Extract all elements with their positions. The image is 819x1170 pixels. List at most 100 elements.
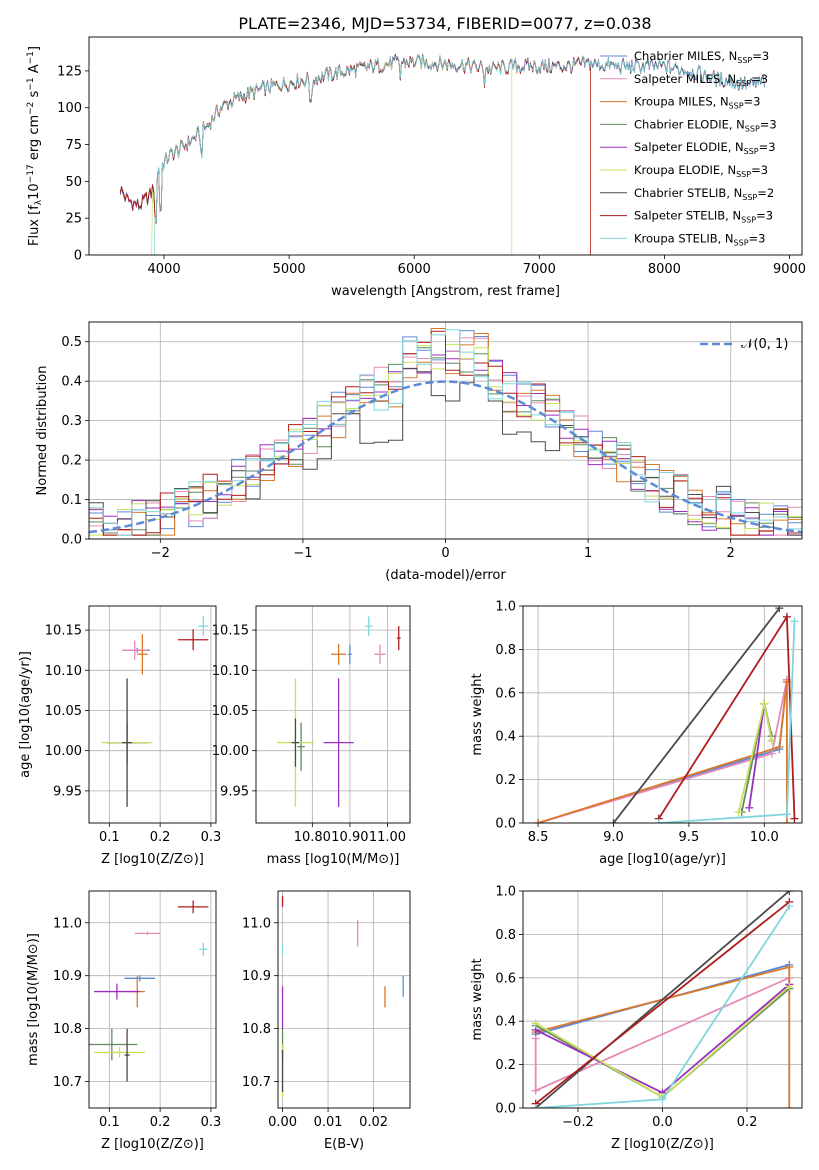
y-tick-label: 25 — [65, 212, 82, 227]
y-tick-label: 10.10 — [212, 664, 249, 679]
weights-vs-Z-panel: −0.2 0.0 0.2 0.0 0.2 0.4 0.6 0.8 1.0 Z [log10(Z/Z… — [470, 885, 803, 1152]
plot-area — [281, 896, 404, 1098]
plot-area — [531, 891, 794, 1108]
y-tick-label: 10.9 — [242, 969, 271, 984]
y-tick-label: 100 — [57, 101, 82, 116]
x-tick-label: 0.3 — [201, 1115, 222, 1130]
y-axis-label: Flux [fλ10−17 erg cm−2 s−1 A−1] — [26, 46, 44, 246]
legend-label: 𝒩(0, 1) — [741, 337, 788, 352]
x-axis-label: Z [log10(Z/Z⊙)] — [611, 1137, 714, 1152]
x-tick-label: 0.1 — [99, 1115, 120, 1130]
axes-frame — [88, 605, 217, 824]
y-tick-label: 75 — [65, 138, 82, 153]
y-tick-label: 0 — [74, 249, 82, 264]
x-axis-label: mass [log10(M/M⊙)] — [267, 852, 400, 867]
y-tick-label: 0.1 — [61, 493, 82, 508]
y-tick-label: 10.05 — [45, 704, 82, 719]
x-tick-label: 9.5 — [679, 830, 700, 845]
legend-label: Chabrier STELIB, NSSP=2 — [634, 186, 774, 202]
x-tick-label: 4000 — [148, 262, 181, 277]
x-tick-label: 0.2 — [150, 830, 171, 845]
legend-label: Kroupa ELODIE, NSSP=3 — [634, 163, 768, 179]
y-tick-label: 0.0 — [495, 1102, 516, 1117]
legend-label: Salpeter ELODIE, NSSP=3 — [634, 140, 776, 156]
plot-area — [276, 616, 401, 807]
x-tick-label: −0.2 — [562, 1115, 594, 1130]
y-tick-label: 11.0 — [242, 916, 271, 931]
spectrum-panel: 4000 5000 6000 7000 8000 9000 0 25 50 75 100 125 Cha… — [26, 36, 806, 299]
y-tick-label: 0.4 — [61, 375, 82, 390]
legend-label: Kroupa MILES, NSSP=3 — [634, 95, 760, 111]
x-tick-label: 8000 — [648, 262, 681, 277]
y-tick-label: 0.8 — [495, 928, 516, 943]
x-tick-label: 10.80 — [294, 830, 331, 845]
y-tick-label: 0.0 — [61, 533, 82, 548]
x-tick-label: 0.01 — [314, 1115, 343, 1130]
x-tick-label: 0 — [441, 546, 449, 561]
y-tick-label: 11.0 — [53, 916, 82, 931]
x-tick-label: 10.0 — [750, 830, 779, 845]
x-tick-label: 1 — [584, 546, 592, 561]
y-tick-label: 125 — [57, 64, 82, 79]
y-tick-label: 0.5 — [61, 335, 82, 350]
x-tick-label: 9000 — [773, 262, 806, 277]
y-tick-label: 0.4 — [495, 1015, 516, 1030]
weights-vs-age-panel: 8.5 9.0 9.5 10.0 0.0 0.2 0.4 0.6 0.8 1.0 age [log1… — [470, 600, 803, 867]
axes-frame — [255, 605, 411, 824]
y-axis-label: mass weight — [470, 673, 485, 755]
legend-label: Chabrier ELODIE, NSSP=3 — [634, 117, 777, 133]
x-tick-label: 9.0 — [603, 830, 624, 845]
x-tick-label: −1 — [293, 546, 312, 561]
y-tick-label: 0.2 — [495, 773, 516, 788]
y-tick-label: 10.9 — [53, 969, 82, 984]
residual-panel: −2 −1 0 1 2 0.0 0.1 0.2 0.3 0.4 0.5 𝒩(0, 1) (data-mo… — [35, 321, 803, 583]
x-axis-label: (data-model)/error — [385, 568, 506, 583]
x-axis-label: Z [log10(Z/Z⊙)] — [101, 1137, 204, 1152]
x-tick-label: 5000 — [273, 262, 306, 277]
y-tick-label: 50 — [65, 175, 82, 190]
y-tick-label: 0.6 — [495, 686, 516, 701]
x-tick-label: 0.2 — [150, 1115, 171, 1130]
axes-frame — [88, 321, 803, 540]
y-axis-label: mass [log10(M/M⊙)] — [26, 933, 41, 1066]
histogram-step — [89, 329, 802, 536]
x-tick-label: 0.02 — [359, 1115, 388, 1130]
y-axis-label: age [log10(age/yr)] — [18, 651, 33, 778]
y-tick-label: 9.95 — [53, 784, 82, 799]
y-tick-label: 0.8 — [495, 643, 516, 658]
y-tick-label: 9.95 — [220, 784, 249, 799]
y-tick-label: 10.8 — [242, 1022, 271, 1037]
plot-area — [119, 53, 765, 255]
plot-area — [89, 328, 802, 536]
y-axis-label: Normed distribution — [35, 366, 50, 496]
legend-label: Kroupa STELIB, NSSP=3 — [634, 231, 765, 247]
legend-label: Chabrier MILES, NSSP=3 — [634, 49, 769, 65]
y-tick-label: 0.6 — [495, 971, 516, 986]
x-tick-label: 0.1 — [99, 830, 120, 845]
axes-frame — [522, 605, 803, 824]
plot-area — [89, 900, 209, 1082]
age-vs-Z-panel: 0.1 0.2 0.3 9.95 10.00 10.05 10.10 10.15 Z [log1… — [18, 605, 222, 867]
gaussian-curve — [89, 380, 802, 534]
mass-vs-ebv-panel: 0.00 0.01 0.02 10.7 10.8 10.9 11.0 E(B-V) — [242, 890, 411, 1152]
plot-area — [101, 616, 209, 807]
axes-frame — [88, 36, 803, 256]
weight-line — [658, 621, 796, 823]
legend-label: Salpeter STELIB, NSSP=3 — [634, 209, 773, 225]
x-tick-label: 0.3 — [201, 830, 222, 845]
y-tick-label: 0.2 — [61, 454, 82, 469]
axes-frame — [88, 890, 217, 1109]
spectrum-line — [119, 54, 591, 255]
y-tick-label: 10.7 — [53, 1075, 82, 1090]
axes-frame — [522, 890, 803, 1109]
x-tick-label: 2 — [727, 546, 735, 561]
y-tick-label: 1.0 — [495, 885, 516, 900]
y-tick-label: 0.0 — [495, 817, 516, 832]
x-tick-label: 10.90 — [331, 830, 368, 845]
x-tick-label: 0.2 — [737, 1115, 758, 1130]
spectrum-line — [119, 54, 591, 255]
x-tick-label: −2 — [151, 546, 170, 561]
mass-vs-Z-panel: 0.1 0.2 0.3 10.7 10.8 10.9 11.0 Z [log10(Z/Z⊙)]… — [26, 890, 222, 1152]
y-axis-label: mass weight — [470, 958, 485, 1040]
y-tick-label: 0.2 — [495, 1058, 516, 1073]
